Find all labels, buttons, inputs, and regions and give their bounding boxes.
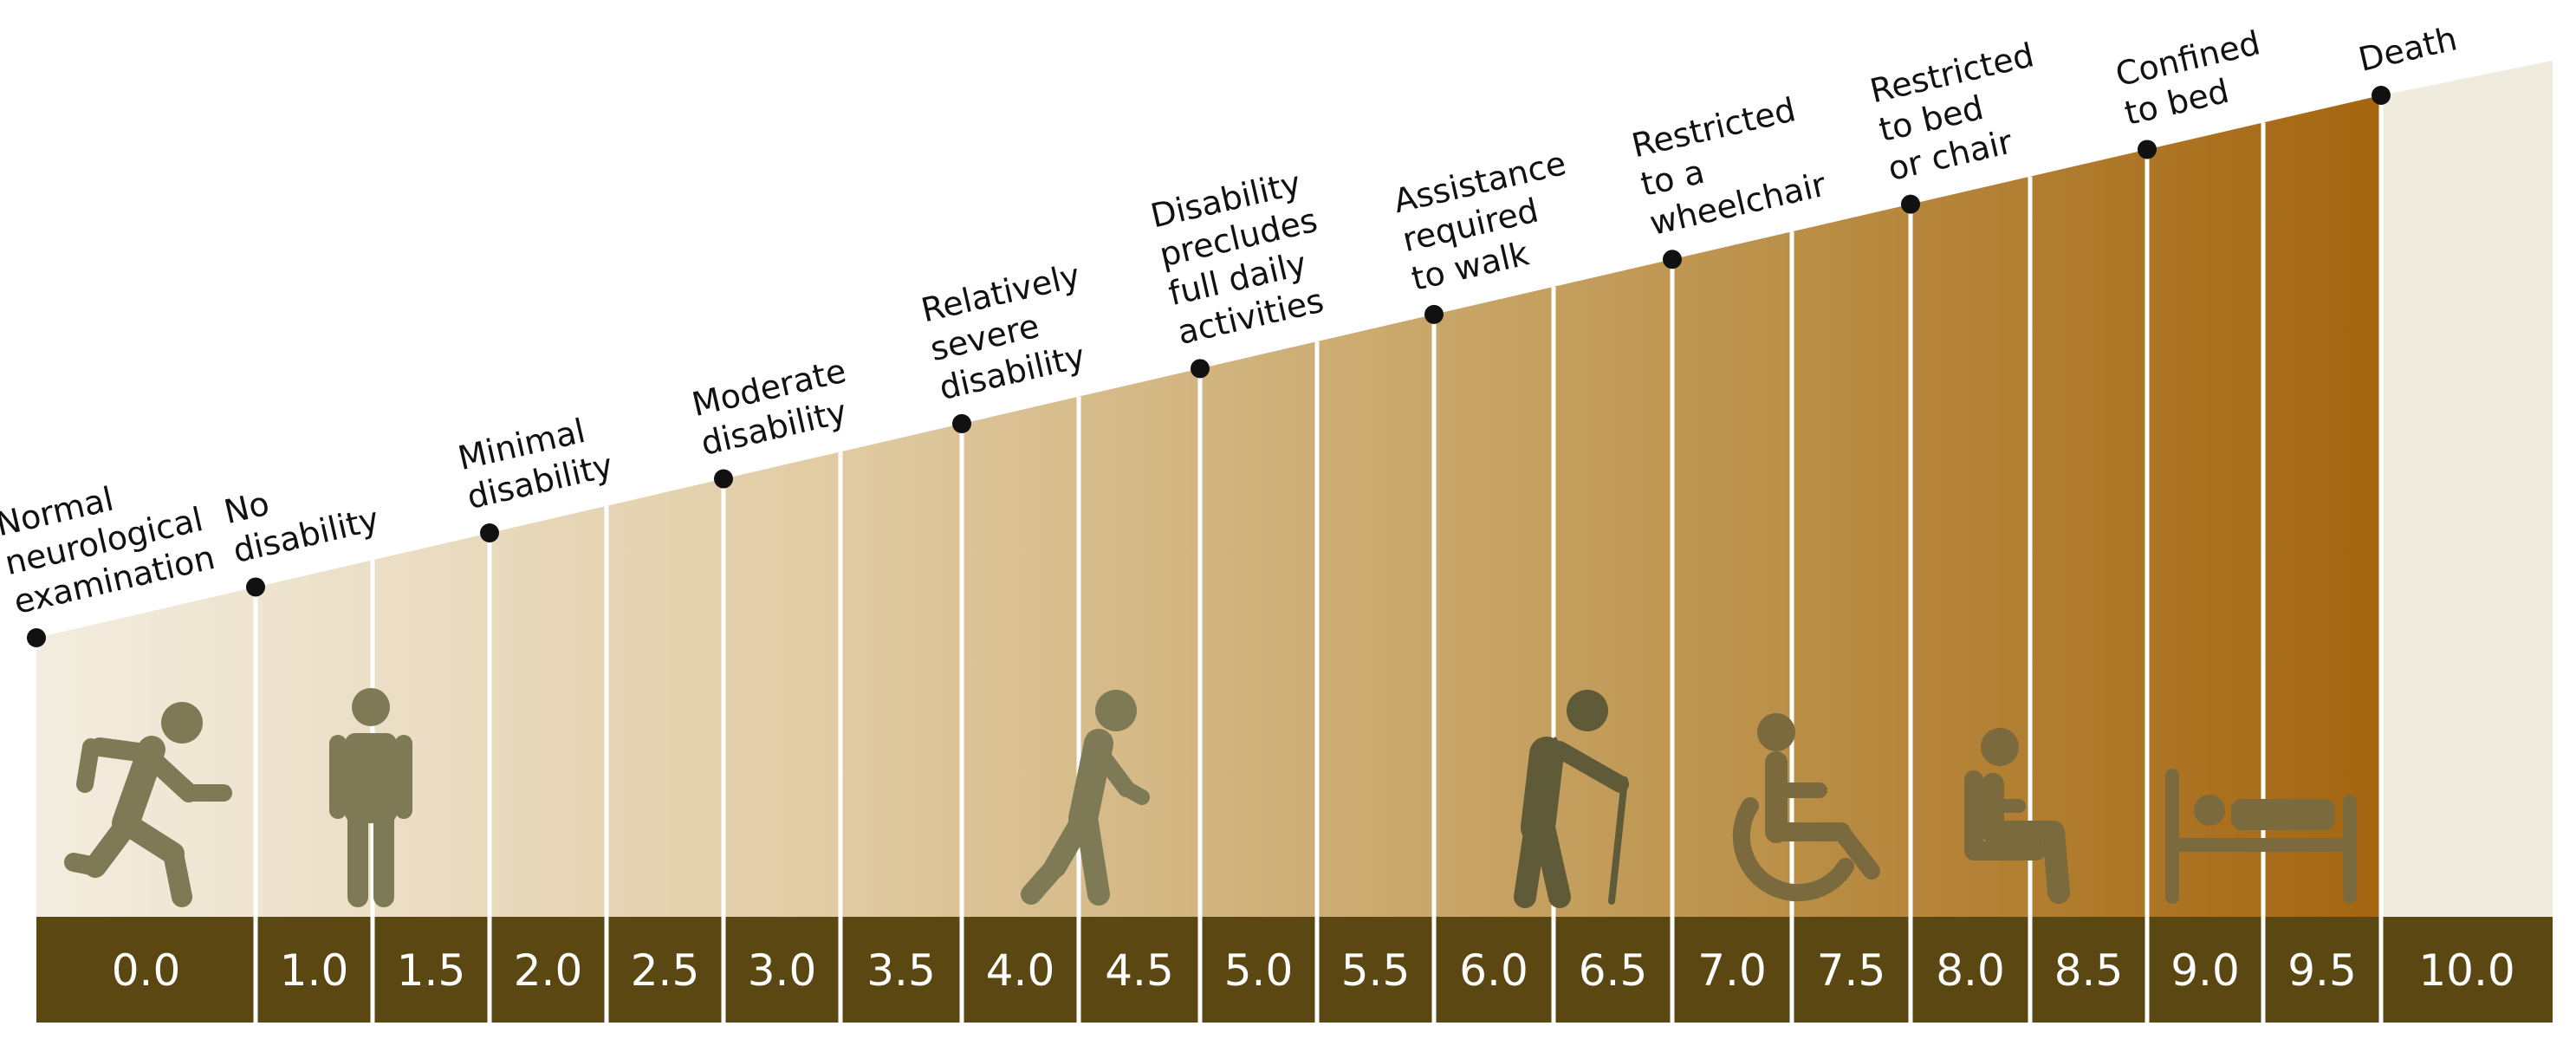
milestone-dot [952,413,971,433]
score-label: 6.0 [1459,945,1528,996]
milestone-dot [2138,140,2157,159]
wheelchair-icon [1732,713,1880,902]
score-label: 7.0 [1697,945,1767,996]
score-label: 3.5 [866,945,936,996]
score-label: 5.0 [1224,945,1294,996]
milestone-dot [2372,86,2391,105]
score-label: 1.0 [280,945,349,996]
severity-wedge [36,95,2381,917]
score-label: 9.5 [2287,945,2357,996]
milestone-dot [1663,250,1682,269]
score-label: 0.0 [112,945,181,996]
score-label: 1.5 [397,945,466,996]
score-label: 10.0 [2418,945,2514,996]
death-zone [2381,61,2553,917]
score-label: 2.5 [631,945,700,996]
person-with-cane-icon [1514,690,1629,908]
score-label: 4.5 [1105,945,1174,996]
score-label: 7.5 [1817,945,1886,996]
score-label: 2.0 [514,945,583,996]
walking-person-icon [1021,690,1150,906]
milestone-dot [480,523,499,543]
score-bar [36,917,2553,1023]
score-label: 8.0 [1936,945,2005,996]
bed-icon [2165,769,2357,904]
score-labels: 0.0 1.0 1.5 2.0 2.5 3.0 3.5 4.0 4.5 5.0 5.5 6.0 6.5 7… [112,945,2515,996]
score-label: 9.0 [2170,945,2240,996]
score-label: 5.5 [1341,945,1411,996]
milestone-dot [1901,194,1920,214]
milestone-dot [1191,359,1210,379]
standing-person-icon [329,688,412,907]
milestone-dot [1424,304,1444,324]
milestone-markers [27,86,2391,647]
column-dividers [253,95,2384,1023]
milestone-dot [246,577,265,597]
score-label: 4.0 [986,945,1055,996]
milestone-dot [27,628,46,647]
seated-person-icon [1964,728,2070,904]
score-label: 3.0 [748,945,817,996]
running-person-icon [64,702,232,907]
score-label: 8.5 [2054,945,2124,996]
score-label: 6.5 [1579,945,1648,996]
milestone-dot [714,469,733,489]
